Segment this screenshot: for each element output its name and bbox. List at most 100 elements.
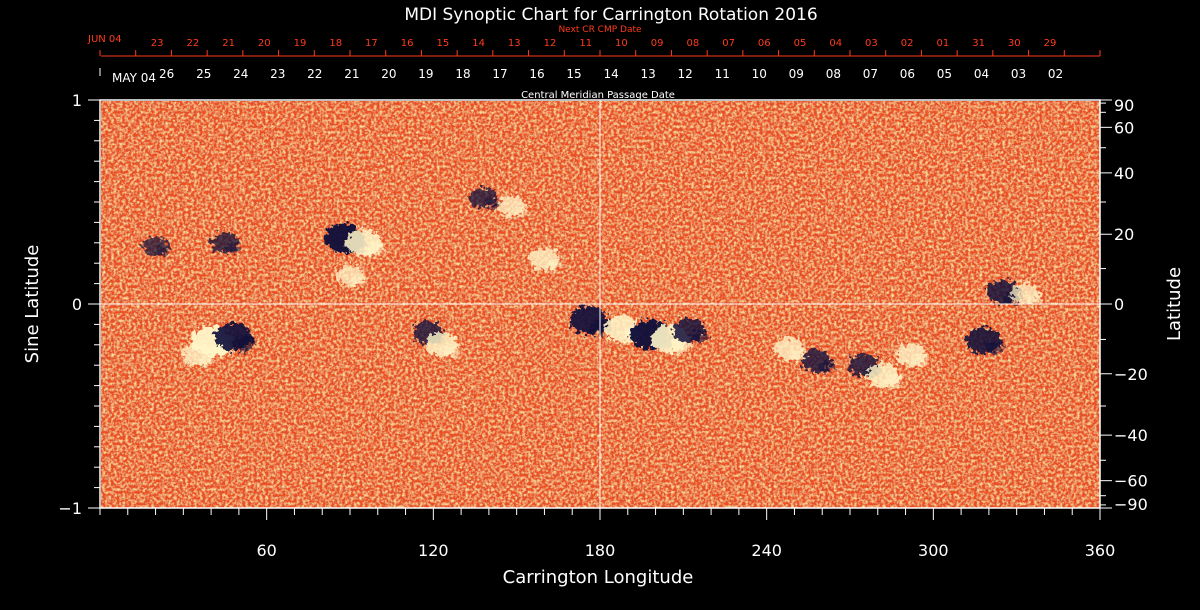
y-right-tick-label: 90 — [1114, 96, 1134, 115]
magnetic-regions — [142, 187, 1042, 388]
magnetic-region-negative — [689, 330, 708, 343]
cmp-date-label: 22 — [307, 67, 322, 81]
magnetic-region-positive — [545, 259, 562, 271]
cmp-date-label: 11 — [715, 67, 730, 81]
x-tick-label: 240 — [751, 541, 782, 560]
magnetic-region-negative — [234, 336, 255, 351]
next-cr-date-label: 05 — [794, 38, 807, 49]
magnetic-region-negative — [156, 246, 171, 257]
cmp-date-label: 17 — [492, 67, 507, 81]
cmp-date-label: 09 — [789, 67, 804, 81]
cmp-date-label: 23 — [270, 67, 285, 81]
cmp-date-label: 10 — [752, 67, 767, 81]
next-cr-date-label: 20 — [258, 38, 271, 49]
cmp-date-label: 18 — [455, 67, 470, 81]
next-cr-date-label: 16 — [401, 38, 414, 49]
next-cr-date-label: 31 — [972, 38, 985, 49]
cmp-date-label: 02 — [1048, 67, 1063, 81]
next-cr-date-label: 30 — [1008, 38, 1021, 49]
y-right-tick-label: −20 — [1114, 365, 1148, 384]
cmp-date-label: 05 — [937, 67, 952, 81]
cmp-date-label: 07 — [863, 67, 878, 81]
cmp-date-label: 14 — [603, 67, 618, 81]
y-axis-left-label: Sine Latitude — [22, 245, 43, 364]
y-right-tick-label: 0 — [1114, 295, 1124, 314]
next-cr-date-label: 22 — [186, 38, 199, 49]
next-cr-date-label: 15 — [436, 38, 449, 49]
cmp-date-label: 12 — [678, 67, 693, 81]
magnetic-region-negative — [817, 361, 835, 373]
next-cr-date-label: 21 — [222, 38, 235, 49]
cmp-date-label: 13 — [641, 67, 656, 81]
next-cr-date-label: 08 — [686, 38, 699, 49]
next-cr-date-label: 13 — [508, 38, 521, 49]
y-left-tick-label: −1 — [58, 499, 82, 518]
magnetic-region-positive — [442, 344, 461, 358]
magnetic-region-positive — [1025, 293, 1042, 305]
y-axis-right: 90 60 40 20 0 −20 −40 −60 −90 — [1100, 96, 1148, 514]
magnetic-region-positive — [789, 348, 807, 361]
next-cr-date-label: 17 — [365, 38, 378, 49]
next-cr-ticks: 23 22 21 20 19 18 17 16 15 14 13 12 11 10 09 08 07 06 05 04… — [99, 38, 1101, 56]
next-cr-date-label: 04 — [829, 38, 842, 49]
magnetic-region-positive — [364, 242, 385, 256]
cmp-first-label: MAY 04 — [112, 71, 156, 85]
y-left-tick-label: 1 — [72, 91, 82, 110]
cmp-date-label: 08 — [826, 67, 841, 81]
magnetic-region-positive — [884, 375, 903, 388]
next-cr-date-label: 01 — [936, 38, 949, 49]
next-cr-first-label: JUN 04 — [87, 34, 122, 45]
next-cr-date-label: 11 — [579, 38, 592, 49]
cmp-axis-label: Central Meridian Passage Date — [521, 90, 675, 101]
y-left-tick-label: 0 — [72, 295, 82, 314]
x-axis-label: Carrington Longitude — [503, 567, 694, 588]
next-cr-date-label: 02 — [901, 38, 914, 49]
magnetic-region-negative — [484, 197, 500, 209]
cmp-date-label: 06 — [900, 67, 915, 81]
cmp-date-label: 03 — [1011, 67, 1026, 81]
next-cr-date-label: 29 — [1044, 38, 1057, 49]
y-right-tick-label: −40 — [1114, 426, 1148, 445]
next-cr-date-label: 23 — [151, 38, 164, 49]
y-right-tick-label: 60 — [1114, 118, 1134, 137]
next-cr-date-label: 07 — [722, 38, 735, 49]
x-tick-label: 120 — [418, 541, 449, 560]
x-tick-label: 360 — [1085, 541, 1116, 560]
x-tick-label: 300 — [918, 541, 949, 560]
next-cr-date-label: 03 — [865, 38, 878, 49]
next-cr-date-label: 14 — [472, 38, 485, 49]
magnetic-region-positive — [511, 206, 528, 217]
cmp-date-label: 19 — [418, 67, 433, 81]
chart-title: MDI Synoptic Chart for Carrington Rotati… — [404, 5, 817, 25]
y-right-tick-label: 20 — [1114, 225, 1134, 244]
next-cr-date-label: 18 — [329, 38, 342, 49]
top-date-axes: Next CR CMP Date JUN 04 MAY 04 Central M… — [87, 25, 1101, 101]
y-axis-left: 1 0 −1 — [58, 91, 100, 518]
magnetic-region-negative — [225, 242, 242, 254]
magnetic-region-positive — [911, 355, 929, 367]
cmp-date-label: 26 — [159, 67, 174, 81]
next-cr-date-label: 09 — [651, 38, 664, 49]
cmp-date-label: 16 — [529, 67, 544, 81]
y-right-tick-label: −60 — [1114, 472, 1148, 491]
magnetic-region-positive — [197, 355, 215, 367]
magnetic-region-positive — [350, 275, 367, 286]
cmp-ticks: 26 25 24 23 22 21 20 19 18 17 16 15 14 13 12 11 10 09 08 07… — [99, 67, 1063, 81]
cmp-date-label: 20 — [381, 67, 396, 81]
x-axis: 60 120 180 240 300 360 — [99, 508, 1116, 560]
cmp-date-label: 21 — [344, 67, 359, 81]
next-cr-date-label: 06 — [758, 38, 771, 49]
cmp-date-label: 04 — [974, 67, 989, 81]
cmp-date-label: 24 — [233, 67, 248, 81]
y-right-tick-label: 40 — [1114, 164, 1134, 183]
y-right-tick-label: −90 — [1114, 495, 1148, 514]
magnetic-region-negative — [984, 340, 1004, 354]
next-cr-date-label: 19 — [294, 38, 307, 49]
next-cr-date-label: 10 — [615, 38, 628, 49]
cmp-date-label: 15 — [566, 67, 581, 81]
next-cr-axis-label: Next CR CMP Date — [558, 25, 642, 35]
x-tick-label: 60 — [256, 541, 276, 560]
y-axis-right-label: Latitude — [1164, 267, 1185, 341]
x-tick-label: 180 — [585, 541, 616, 560]
